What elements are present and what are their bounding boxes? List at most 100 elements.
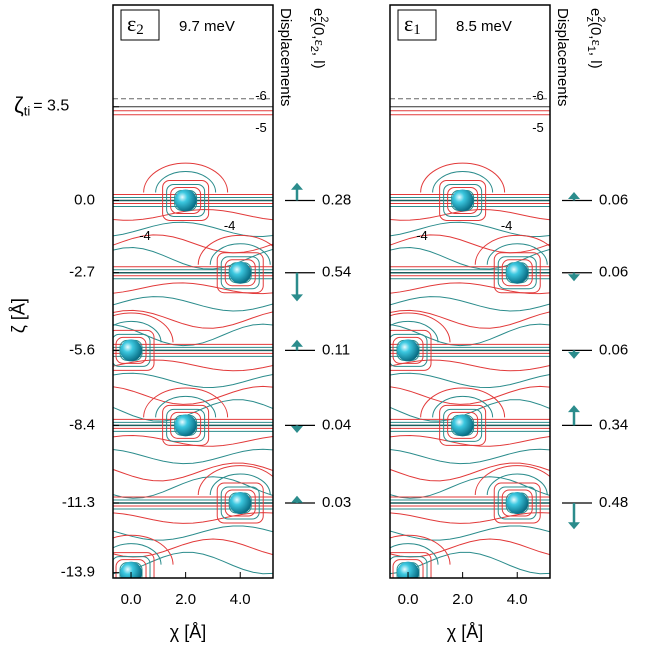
contour-loop (390, 333, 428, 367)
contour-loop (113, 333, 151, 367)
surface-sub: ti (24, 104, 31, 119)
contour-label: -4 (139, 228, 151, 243)
displacement-value: 0.54 (322, 264, 351, 281)
contour-line (390, 323, 550, 347)
contour-line (390, 512, 550, 524)
contour-line (486, 243, 548, 265)
displacement-value: 0.34 (599, 416, 628, 433)
symbol: ε (127, 11, 136, 36)
contour-loop (447, 411, 479, 439)
symbol-sub: 1 (413, 22, 421, 38)
arrow-head (291, 294, 303, 302)
contour-loop (166, 183, 206, 217)
contour-line (390, 462, 550, 482)
contour-label: -4 (224, 218, 236, 233)
displacement-value: 0.48 (599, 494, 628, 511)
contour-line (113, 435, 273, 447)
surface-symbol: ζ (14, 93, 24, 118)
contour-loop (390, 552, 432, 578)
contour-loop (113, 552, 155, 578)
panel-symbol: ε2 (127, 11, 144, 38)
atom (451, 189, 474, 212)
coef-close: , l) (310, 52, 327, 69)
coef-sub: z (584, 16, 596, 22)
contour-line (197, 465, 273, 496)
contour-line (143, 387, 229, 418)
coef-label: e2z(0,ε2, l) (307, 8, 330, 69)
contour-line (390, 209, 550, 221)
x-tick-label: 0.0 (398, 591, 419, 608)
contour-loop (224, 489, 256, 517)
arrow-head (291, 182, 303, 190)
contour-loop (497, 256, 537, 290)
x-axis-label: χ [Å] (170, 622, 206, 642)
atom (174, 189, 197, 212)
y-axis-label: ζ [Å] (9, 298, 29, 333)
arrow-head (568, 351, 580, 359)
x-axis-label: χ [Å] (447, 622, 483, 642)
contour-line (390, 221, 550, 238)
contour-line (420, 162, 506, 193)
coef-label: e2z(0,ε1, l) (584, 8, 607, 69)
coef-state: ε (311, 39, 327, 45)
contour-line (113, 309, 273, 329)
contour-line (390, 543, 439, 565)
x-tick-label: 2.0 (452, 591, 473, 608)
contour-loop (443, 408, 483, 442)
x-tick-label: 0.0 (121, 591, 142, 608)
coef-sup: 2 (318, 16, 330, 22)
contour-line (390, 435, 550, 447)
contour-line (390, 320, 439, 343)
contour-line (432, 395, 494, 418)
atom (397, 339, 420, 362)
displacement-value: 0.06 (599, 341, 628, 358)
contour-label: -6 (255, 88, 267, 103)
displacement-value: 0.06 (599, 264, 628, 281)
contour-loop (220, 486, 260, 520)
contour-line (113, 448, 273, 465)
atom (506, 261, 529, 284)
contour-line (390, 385, 550, 405)
side-label: Displacements (277, 8, 294, 106)
contour-label: -4 (416, 228, 428, 243)
displacement-value: 0.11 (322, 341, 350, 358)
displacement-value: 0.28 (322, 191, 351, 208)
coef-state: ε (588, 39, 604, 45)
panel-frame (112, 4, 274, 579)
contour-line (390, 309, 550, 329)
displacement-value: 0.06 (599, 191, 628, 208)
energy: 9.7 meV (179, 18, 235, 35)
contour-line (113, 462, 273, 482)
contour-line (113, 385, 273, 405)
coef-sup: 2 (595, 16, 607, 22)
y-tick-label: 0.0 (74, 191, 95, 208)
contour-line (143, 162, 229, 193)
contour-line (113, 512, 273, 524)
atom (120, 561, 143, 578)
contour-line (113, 312, 174, 343)
contour-label: -5 (532, 120, 544, 135)
contour-line (474, 465, 550, 496)
atom (174, 414, 197, 437)
contour-loop (493, 482, 541, 524)
x-tick-label: 4.0 (507, 591, 528, 608)
symbol-sub: 2 (136, 22, 144, 38)
contour-line (390, 234, 550, 254)
contour-loop (439, 404, 487, 446)
contour-area (390, 98, 550, 578)
displacement-value: 0.03 (322, 494, 351, 511)
coef-close: , l) (587, 52, 604, 69)
coef-base: e (310, 8, 327, 16)
contour-line (113, 534, 174, 565)
contour-line (155, 395, 217, 418)
contour-line (113, 538, 273, 558)
atom (229, 492, 252, 515)
contour-loop (493, 252, 541, 294)
surface-value: = 3.5 (33, 98, 69, 115)
contour-line (390, 372, 550, 389)
coef-base: e (587, 8, 604, 16)
contour-loop (501, 489, 533, 517)
arrow-head (291, 426, 303, 434)
side-label: Displacements (554, 8, 571, 106)
